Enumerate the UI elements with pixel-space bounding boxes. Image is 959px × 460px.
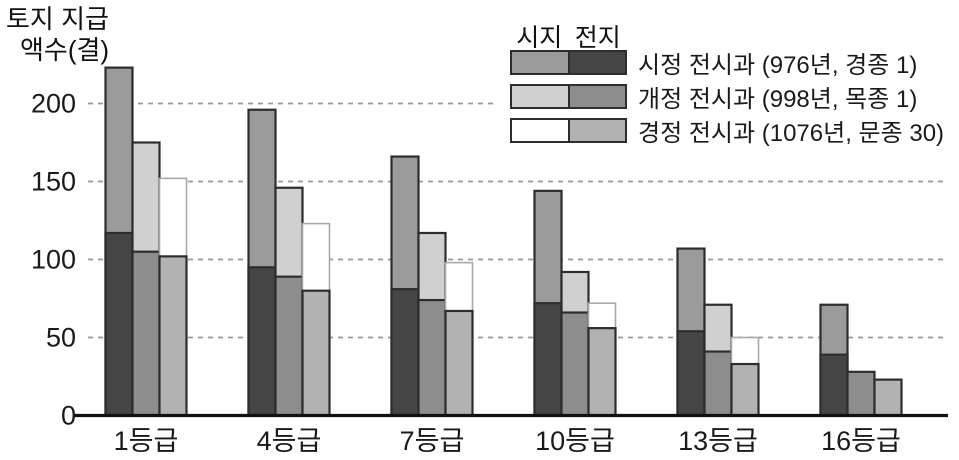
legend: 시지 전지 시정 전시과 (976년, 경종 1) 개정 전시과 (998년, … [510, 18, 944, 152]
y-axis-title-line1: 토지 지급 [6, 4, 109, 34]
bar-segment-jeonji [730, 362, 760, 417]
bar-segment-jeonji [560, 311, 590, 417]
bar-segment-jeonji [131, 250, 161, 417]
legend-row: 개정 전시과 (998년, 목종 1) [510, 84, 944, 113]
bar-segment-jeonji [533, 302, 563, 417]
x-tick-label: 4등급 [257, 426, 322, 456]
bar-segment-jeonji [274, 275, 304, 417]
legend-column-headers: 시지 전지 [510, 18, 627, 52]
x-tick-label: 13등급 [678, 426, 758, 456]
legend-swatch-siji [512, 120, 570, 141]
bar-segment-jeonji [703, 350, 733, 417]
bar-segment-jeonji [676, 330, 706, 417]
legend-header-jeonji: 전지 [574, 24, 621, 52]
legend-swatch [510, 118, 627, 143]
bar-segment-jeonji [247, 266, 277, 417]
x-tick-label: 7등급 [400, 426, 465, 456]
bar-segment-jeonji [587, 327, 617, 417]
bar-segment-jeonji [873, 378, 903, 417]
legend-swatch [510, 84, 627, 109]
legend-swatch-jeonji [569, 86, 625, 107]
legend-row: 경정 전시과 (1076년, 문종 30) [510, 118, 944, 147]
legend-swatch-siji [512, 86, 570, 107]
y-tick-label: 200 [31, 89, 76, 119]
bar-segment-jeonji [444, 309, 474, 417]
legend-label: 시정 전시과 (976년, 경종 1) [638, 52, 918, 79]
bar-segment-jeonji [846, 370, 876, 417]
legend-header-siji: 시지 [516, 24, 563, 52]
bar-segment-jeonji [158, 255, 188, 417]
legend-swatch [510, 50, 627, 75]
x-tick-label: 1등급 [114, 426, 179, 456]
y-tick-label: 100 [31, 245, 76, 275]
bar-segment-jeonji [390, 288, 420, 417]
x-tick-label: 10등급 [535, 426, 615, 456]
bar-segment-jeonji [819, 353, 849, 417]
y-tick-label: 50 [46, 323, 76, 353]
legend-label: 개정 전시과 (998년, 목종 1) [638, 86, 918, 113]
bar-segment-jeonji [417, 298, 447, 417]
y-tick-label: 0 [61, 401, 76, 431]
legend-label: 경정 전시과 (1076년, 문종 30) [638, 120, 945, 147]
legend-swatch-jeonji [569, 52, 625, 73]
legend-swatch-siji [512, 52, 570, 73]
y-tick-label: 150 [31, 167, 76, 197]
bar-segment-jeonji [104, 231, 134, 417]
bar-segment-jeonji [301, 289, 331, 417]
y-axis-title-line2: 액수(결) [20, 35, 110, 66]
legend-swatch-jeonji [569, 120, 625, 141]
legend-row: 시정 전시과 (976년, 경종 1) [510, 50, 944, 79]
y-axis-title: 토지 지급 액수(결) [6, 4, 109, 66]
x-tick-label: 16등급 [821, 426, 901, 456]
